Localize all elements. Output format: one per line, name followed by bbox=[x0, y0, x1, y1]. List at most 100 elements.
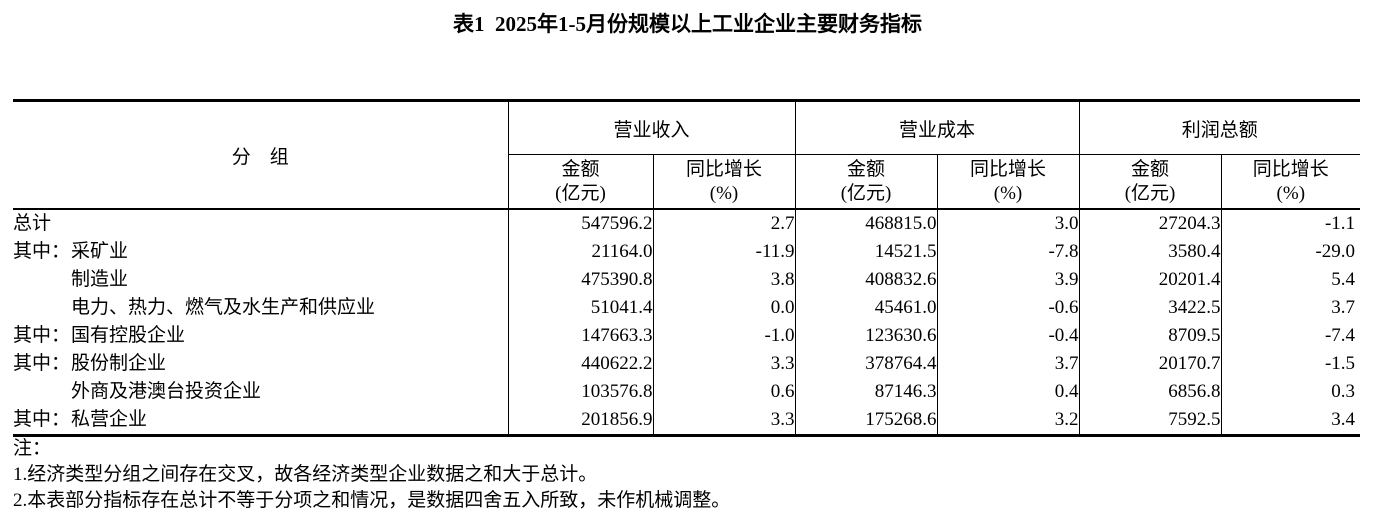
value-cell: 87146.3 bbox=[794, 378, 938, 406]
value-cell: 3580.4 bbox=[1078, 238, 1222, 266]
value-cell: 27204.3 bbox=[1078, 209, 1222, 238]
subheader-line: 同比增长 bbox=[1252, 158, 1329, 180]
value-cell: 0.6 bbox=[652, 378, 796, 406]
note-item-1: 1.经济类型分组之间存在交叉，故各经济类型企业数据之和大于总计。 bbox=[13, 464, 598, 485]
note-item-2: 2.本表部分指标存在总计不等于分项之和情况，是数据四舍五入所致，未作机械调整。 bbox=[13, 490, 731, 511]
row-label-name: 外商及港澳台投资企业 bbox=[71, 381, 262, 402]
header-operating-revenue: 营业收入 bbox=[507, 100, 796, 155]
table-row-manufacturing: 制造业 475390.8 3.8 408832.6 3.9 20201.4 5.… bbox=[13, 266, 1361, 294]
row-label-prefix: 其中： bbox=[13, 241, 71, 262]
value-cell: 175268.6 bbox=[794, 406, 938, 436]
subheader-line: 同比增长 bbox=[686, 158, 763, 180]
table-row-utilities: 电力、热力、燃气及水生产和供应业 51041.4 0.0 45461.0 -0.… bbox=[13, 294, 1361, 322]
row-label: 总计 bbox=[13, 209, 508, 238]
row-label: 其中：私营企业 bbox=[13, 406, 508, 436]
value-cell: 0.0 bbox=[652, 294, 796, 322]
value-cell: 51041.4 bbox=[507, 294, 653, 322]
header-group-row: 分 组 营业收入 营业成本 利润总额 bbox=[13, 100, 1361, 210]
value-cell: 7592.5 bbox=[1078, 406, 1222, 436]
value-cell: 3.0 bbox=[936, 209, 1080, 238]
row-label-prefix: 其中： bbox=[13, 409, 71, 430]
header-operating-cost: 营业成本 bbox=[794, 100, 1080, 155]
header-profit-growth: 同比增长 (%) bbox=[1220, 154, 1361, 210]
value-cell: 147663.3 bbox=[507, 322, 653, 350]
row-label-prefix: 其中： bbox=[13, 353, 71, 374]
value-cell: 45461.0 bbox=[794, 294, 938, 322]
value-cell: 20170.7 bbox=[1078, 350, 1222, 378]
value-cell: 20201.4 bbox=[1078, 266, 1222, 294]
header-grouping: 分 组 bbox=[13, 100, 509, 210]
value-cell: -0.4 bbox=[936, 322, 1080, 350]
header-cost-growth: 同比增长 (%) bbox=[936, 154, 1080, 210]
subheader-line: 金额 bbox=[847, 158, 886, 180]
value-cell: 6856.8 bbox=[1078, 378, 1222, 406]
value-cell: 440622.2 bbox=[507, 350, 653, 378]
table-row-mining: 其中：采矿业 21164.0 -11.9 14521.5 -7.8 3580.4… bbox=[13, 238, 1361, 266]
value-cell: -1.1 bbox=[1220, 209, 1361, 238]
subheader-line: 金额 bbox=[1131, 158, 1170, 180]
row-label-name: 股份制企业 bbox=[71, 353, 167, 374]
value-cell: 0.3 bbox=[1220, 378, 1361, 406]
value-cell: 3.4 bbox=[1220, 406, 1361, 436]
value-cell: -0.6 bbox=[936, 294, 1080, 322]
value-cell: -1.5 bbox=[1220, 350, 1361, 378]
value-cell: -7.4 bbox=[1220, 322, 1361, 350]
value-cell: 3422.5 bbox=[1078, 294, 1222, 322]
row-label: 其中：国有控股企业 bbox=[13, 322, 508, 350]
value-cell: 123630.6 bbox=[794, 322, 938, 350]
financial-indicators-table: 分 组 营业收入 营业成本 利润总额 金额 (亿元) 同比增长 (%) 金额 (… bbox=[13, 99, 1361, 437]
row-label-prefix: 其中： bbox=[13, 325, 71, 346]
row-label-name: 总计 bbox=[13, 213, 52, 234]
value-cell: -29.0 bbox=[1220, 238, 1361, 266]
table-row-private: 其中：私营企业 201856.9 3.3 175268.6 3.2 7592.5… bbox=[13, 406, 1361, 436]
value-cell: 3.2 bbox=[936, 406, 1080, 436]
table-row-foreign-invested: 外商及港澳台投资企业 103576.8 0.6 87146.3 0.4 6856… bbox=[13, 378, 1361, 406]
subheader-line: (%) bbox=[993, 182, 1023, 204]
subheader-line: (%) bbox=[1276, 182, 1306, 204]
header-revenue-amount: 金额 (亿元) bbox=[507, 154, 653, 210]
value-cell: 3.9 bbox=[936, 266, 1080, 294]
row-label: 外商及港澳台投资企业 bbox=[13, 378, 508, 406]
value-cell: 5.4 bbox=[1220, 266, 1361, 294]
value-cell: 3.3 bbox=[652, 350, 796, 378]
row-label-name: 制造业 bbox=[71, 269, 129, 290]
value-cell: 14521.5 bbox=[794, 238, 938, 266]
header-sub-row: 金额 (亿元) 同比增长 (%) 金额 (亿元) 同比增长 (%) 金额 ( bbox=[13, 154, 1361, 210]
row-label-name: 私营企业 bbox=[71, 409, 148, 430]
row-label: 其中：采矿业 bbox=[13, 238, 508, 266]
value-cell: 468815.0 bbox=[794, 209, 938, 238]
value-cell: -1.0 bbox=[652, 322, 796, 350]
value-cell: -7.8 bbox=[936, 238, 1080, 266]
value-cell: 3.3 bbox=[652, 406, 796, 436]
row-label-name: 国有控股企业 bbox=[71, 325, 186, 346]
header-total-profit: 利润总额 bbox=[1078, 100, 1361, 155]
value-cell: 408832.6 bbox=[794, 266, 938, 294]
table-notes: 注： 1.经济类型分组之间存在交叉，故各经济类型企业数据之和大于总计。 2.本表… bbox=[13, 436, 730, 514]
subheader-line: (%) bbox=[709, 182, 739, 204]
header-profit-amount: 金额 (亿元) bbox=[1078, 154, 1222, 210]
value-cell: 0.4 bbox=[936, 378, 1080, 406]
table-title: 表1 2025年1-5月份规模以上工业企业主要财务指标 bbox=[453, 12, 922, 36]
value-cell: 103576.8 bbox=[507, 378, 653, 406]
row-label: 制造业 bbox=[13, 266, 508, 294]
value-cell: 3.7 bbox=[1220, 294, 1361, 322]
header-revenue-growth: 同比增长 (%) bbox=[652, 154, 796, 210]
value-cell: 2.7 bbox=[652, 209, 796, 238]
subheader-line: (亿元) bbox=[840, 182, 892, 204]
value-cell: 21164.0 bbox=[507, 238, 653, 266]
value-cell: 3.7 bbox=[936, 350, 1080, 378]
value-cell: -11.9 bbox=[652, 238, 796, 266]
row-label-name: 电力、热力、燃气及水生产和供应业 bbox=[71, 297, 376, 318]
table-row-state-holding: 其中：国有控股企业 147663.3 -1.0 123630.6 -0.4 87… bbox=[13, 322, 1361, 350]
notes-label: 注： bbox=[13, 438, 52, 459]
value-cell: 3.8 bbox=[652, 266, 796, 294]
value-cell: 547596.2 bbox=[507, 209, 653, 238]
row-label-name: 采矿业 bbox=[71, 241, 129, 262]
value-cell: 378764.4 bbox=[794, 350, 938, 378]
value-cell: 475390.8 bbox=[507, 266, 653, 294]
subheader-line: (亿元) bbox=[555, 182, 606, 204]
subheader-line: 金额 bbox=[561, 158, 600, 180]
table-row-total: 总计 547596.2 2.7 468815.0 3.0 27204.3 -1.… bbox=[13, 209, 1361, 238]
value-cell: 8709.5 bbox=[1078, 322, 1222, 350]
